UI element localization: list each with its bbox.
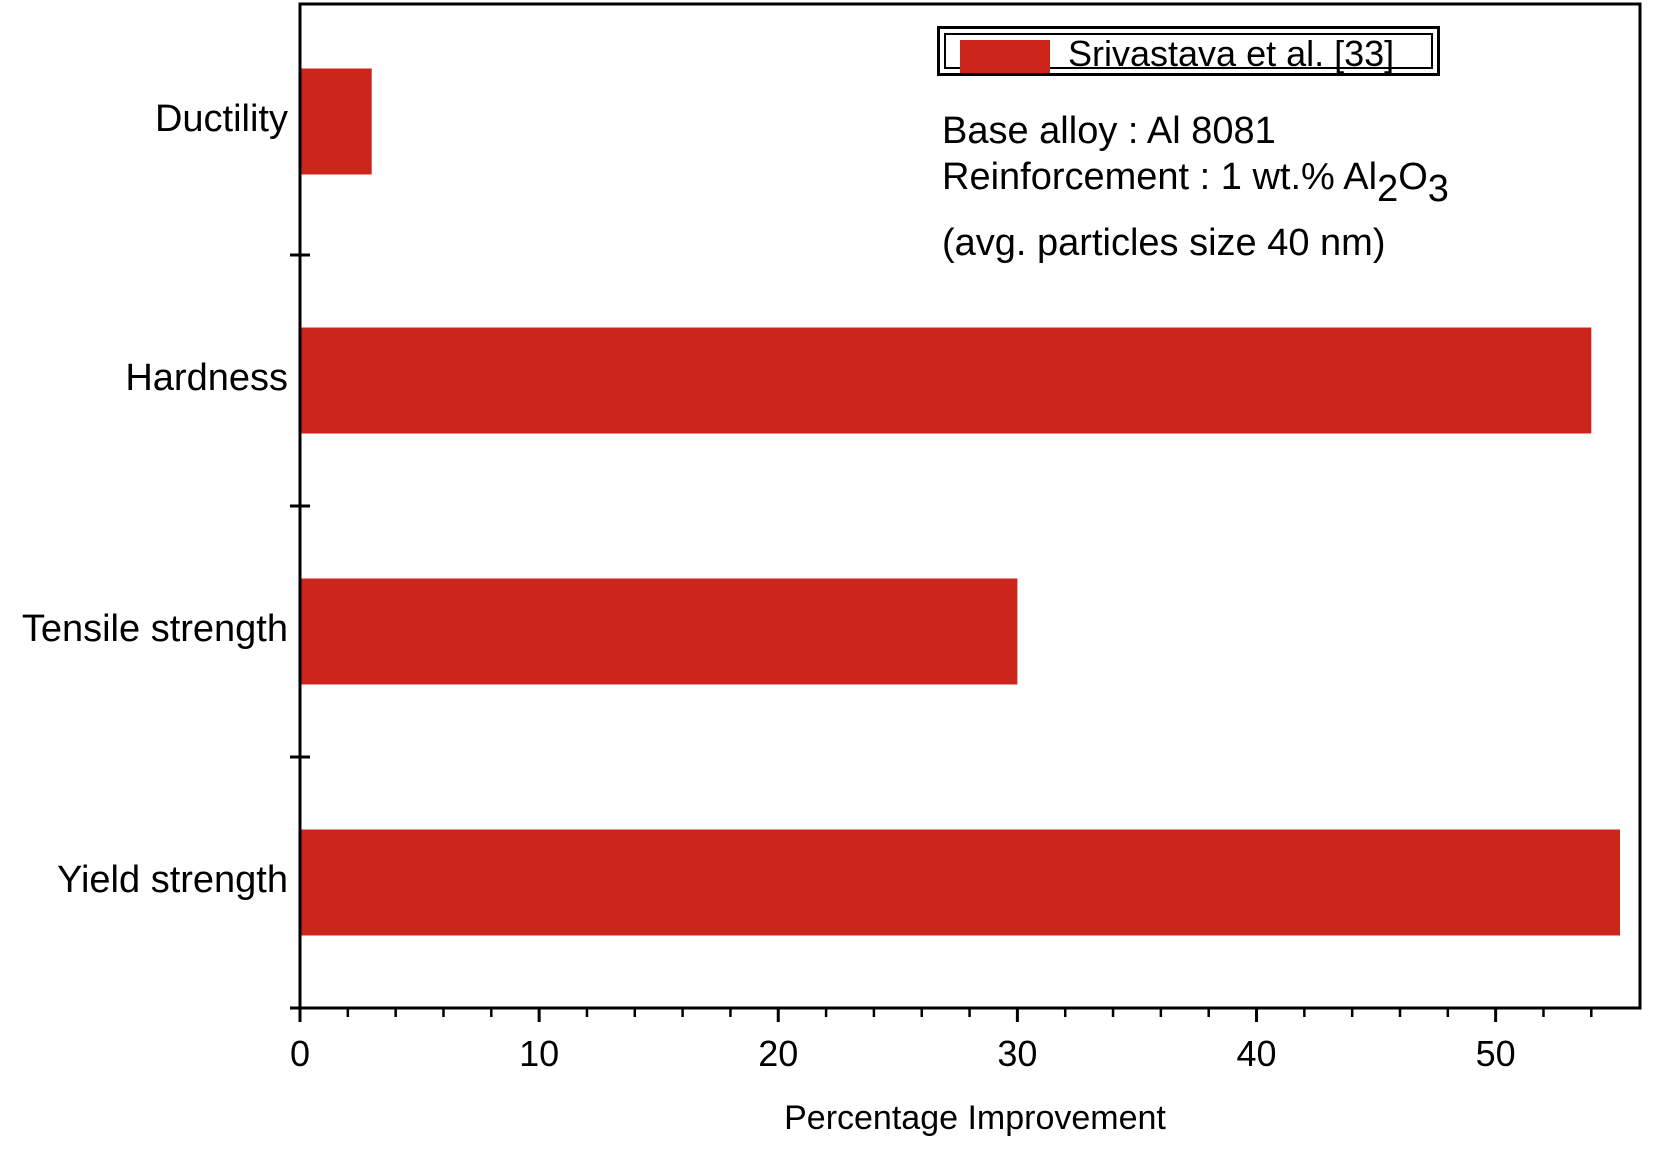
category-label-hardness: Hardness	[125, 356, 288, 399]
annotation-reinforcement: Reinforcement : 1 wt.% Al2O3	[942, 156, 1449, 210]
x-tick-label: 20	[758, 1033, 799, 1074]
x-axis-label: Percentage Improvement	[784, 1099, 1166, 1137]
bar-tensile-strength	[301, 578, 1018, 685]
bar-yield-strength	[301, 829, 1620, 936]
x-tick-label: 0	[289, 1033, 311, 1074]
x-tick-label: 10	[519, 1033, 560, 1074]
category-label-tensile-strength: Tensile strength	[21, 607, 288, 650]
axes-group	[290, 2, 1642, 1022]
bar-ductility	[301, 68, 372, 175]
bar-hardness	[301, 327, 1592, 434]
x-tick-label: 50	[1475, 1033, 1516, 1074]
annotation-particle-size: (avg. particles size 40 nm)	[942, 222, 1386, 264]
legend-swatch	[960, 40, 1050, 73]
category-label-ductility: Ductility	[154, 97, 288, 140]
legend-label: Srivastava et al. [33]	[1068, 33, 1395, 74]
bars-group	[301, 68, 1620, 936]
x-tick-label: 30	[997, 1033, 1038, 1074]
x-tick-label: 40	[1236, 1033, 1277, 1074]
legend: Srivastava et al. [33]	[937, 26, 1440, 76]
annotation-base-alloy: Base alloy : Al 8081	[942, 110, 1276, 152]
category-label-yield-strength: Yield strength	[57, 858, 288, 901]
